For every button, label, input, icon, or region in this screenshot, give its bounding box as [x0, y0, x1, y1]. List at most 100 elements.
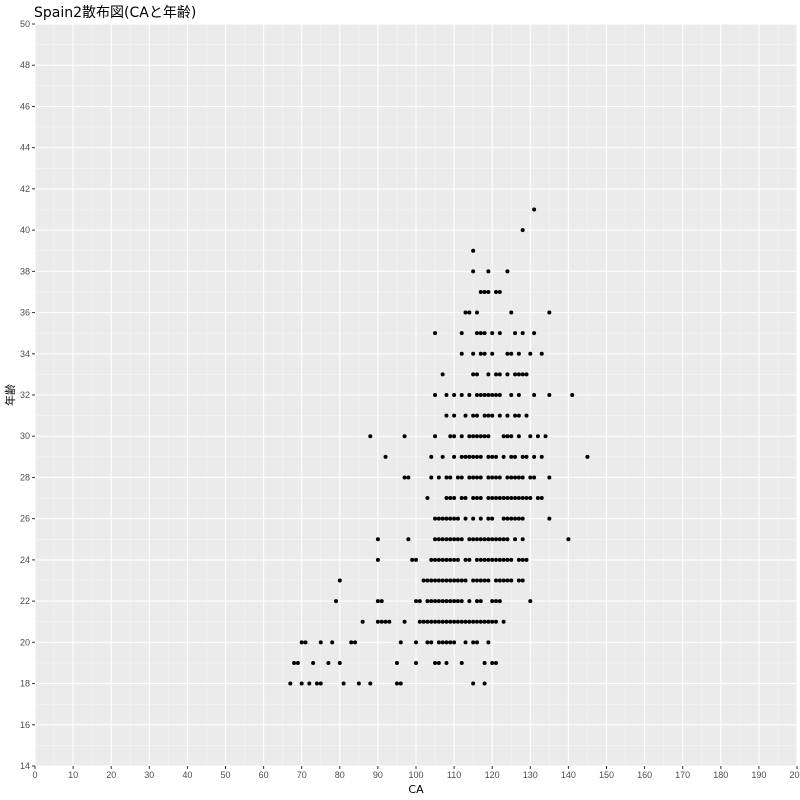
- scatter-point: [471, 496, 476, 501]
- y-tick-label: 14: [20, 761, 30, 771]
- scatter-point: [478, 537, 483, 542]
- scatter-point: [429, 557, 434, 562]
- scatter-point: [478, 351, 483, 356]
- scatter-point: [292, 660, 297, 665]
- scatter-point: [433, 578, 438, 583]
- scatter-point: [383, 619, 388, 624]
- scatter-point: [459, 496, 464, 501]
- scatter-point: [474, 454, 479, 459]
- scatter-point: [478, 619, 483, 624]
- scatter-point: [452, 434, 457, 439]
- scatter-point: [341, 681, 346, 686]
- scatter-point: [532, 454, 537, 459]
- scatter-point: [368, 434, 373, 439]
- scatter-point: [463, 496, 468, 501]
- scatter-point: [486, 454, 491, 459]
- scatter-point: [547, 516, 552, 521]
- scatter-point: [490, 537, 495, 542]
- scatter-point: [539, 454, 544, 459]
- scatter-point: [436, 599, 441, 604]
- scatter-point: [433, 434, 438, 439]
- scatter-point: [474, 557, 479, 562]
- scatter-point: [547, 475, 552, 480]
- scatter-point: [474, 413, 479, 418]
- scatter-point: [501, 557, 506, 562]
- scatter-point: [459, 393, 464, 397]
- x-tick-label: 120: [485, 770, 500, 780]
- y-tick-label: 28: [20, 472, 30, 482]
- scatter-point: [482, 413, 487, 418]
- scatter-point: [509, 434, 514, 439]
- scatter-point: [455, 619, 460, 624]
- scatter-point: [421, 578, 426, 583]
- scatter-point: [482, 434, 487, 439]
- scatter-point: [425, 599, 430, 604]
- x-tick-label: 20: [106, 770, 116, 780]
- scatter-point: [467, 537, 472, 542]
- scatter-point: [505, 434, 510, 439]
- scatter-point: [459, 619, 464, 624]
- y-tick-label: 34: [20, 349, 30, 359]
- scatter-point: [520, 496, 525, 501]
- scatter-point: [486, 372, 491, 377]
- scatter-point: [478, 496, 483, 501]
- scatter-point: [429, 454, 434, 459]
- scatter-point: [505, 516, 510, 521]
- scatter-point: [513, 496, 518, 501]
- scatter-point: [513, 331, 518, 336]
- scatter-point: [463, 557, 468, 562]
- scatter-point: [505, 413, 510, 418]
- scatter-point: [467, 393, 472, 397]
- x-tick-label: 110: [447, 770, 461, 780]
- scatter-point: [478, 289, 483, 294]
- scatter-point: [448, 434, 453, 439]
- y-axis: 14 16 18 20 22 24 26 28 30 32 34 36 38 40 42 44 46 48 50: [20, 19, 35, 771]
- scatter-point: [433, 393, 438, 397]
- scatter-point: [497, 557, 502, 562]
- scatter-point: [433, 557, 438, 562]
- scatter-point: [482, 578, 487, 583]
- scatter-point: [505, 496, 510, 501]
- scatter-point: [463, 310, 468, 315]
- scatter-point: [497, 331, 502, 336]
- scatter-point: [452, 578, 457, 583]
- scatter-point: [455, 537, 460, 542]
- scatter-point: [494, 372, 499, 377]
- x-tick-label: 160: [637, 770, 652, 780]
- scatter-point: [452, 619, 457, 624]
- scatter-point: [509, 351, 514, 356]
- scatter-point: [452, 537, 457, 542]
- scatter-point: [459, 578, 464, 583]
- scatter-point: [535, 434, 540, 439]
- y-tick-label: 32: [20, 390, 30, 400]
- y-tick-label: 24: [20, 555, 30, 565]
- scatter-point: [490, 351, 495, 356]
- scatter-point: [501, 434, 506, 439]
- scatter-point: [543, 434, 548, 439]
- scatter-point: [448, 516, 453, 521]
- scatter-point: [425, 640, 430, 645]
- scatter-point: [490, 331, 495, 336]
- scatter-point: [478, 454, 483, 459]
- scatter-point: [459, 331, 464, 336]
- scatter-point: [585, 454, 590, 459]
- scatter-point: [311, 660, 316, 665]
- scatter-point: [444, 619, 449, 624]
- scatter-point: [295, 660, 300, 665]
- scatter-point: [486, 578, 491, 583]
- y-tick-label: 38: [20, 266, 30, 276]
- scatter-point: [467, 599, 472, 604]
- scatter-point: [440, 578, 445, 583]
- scatter-point: [474, 434, 479, 439]
- scatter-point: [535, 496, 540, 501]
- scatter-point: [337, 660, 342, 665]
- scatter-point: [497, 413, 502, 418]
- scatter-point: [349, 640, 354, 645]
- scatter-point: [326, 660, 331, 665]
- scatter-point: [394, 660, 399, 665]
- scatter-point: [509, 516, 514, 521]
- scatter-point: [459, 537, 464, 542]
- scatter-point: [516, 496, 521, 501]
- y-tick-label: 50: [20, 19, 30, 29]
- y-tick-label: 40: [20, 225, 30, 235]
